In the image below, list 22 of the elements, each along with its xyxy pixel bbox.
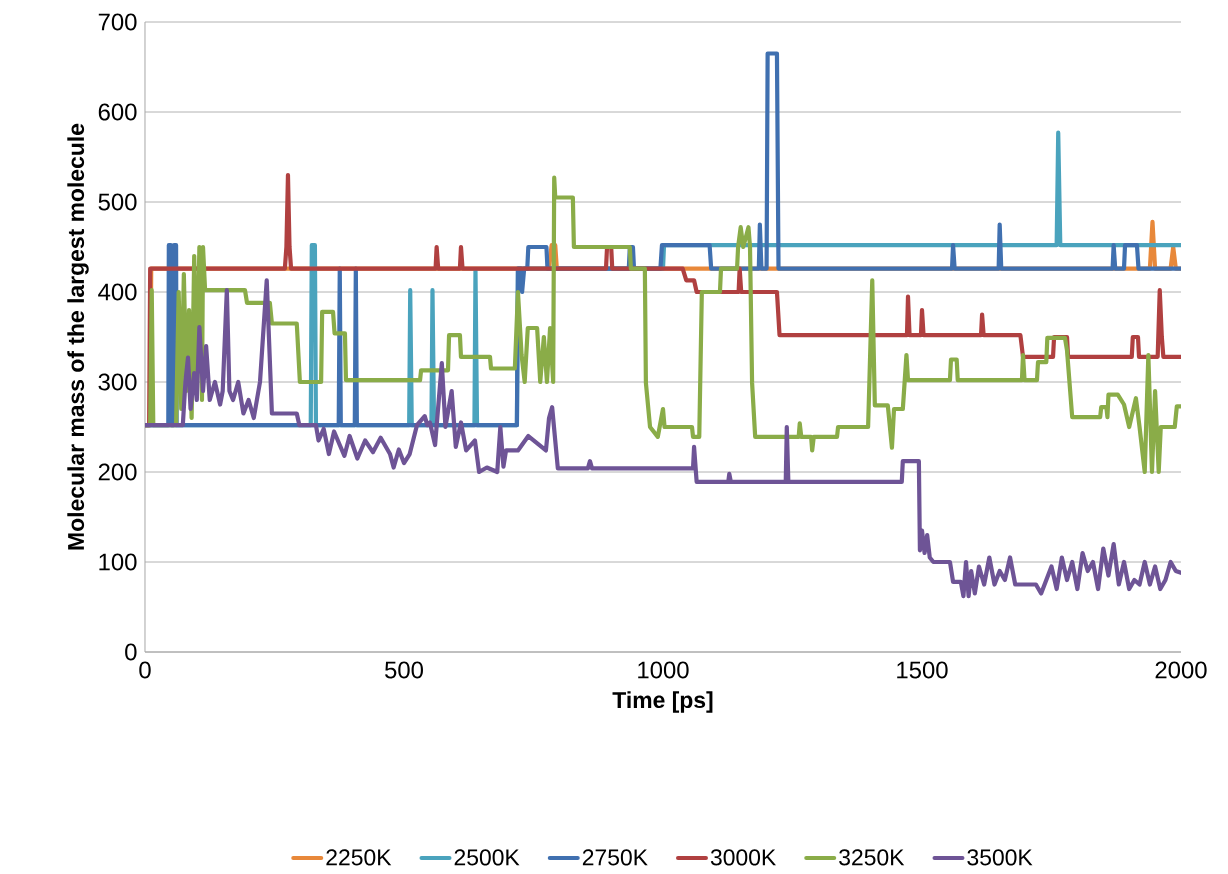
y-tick-label: 300	[98, 373, 137, 391]
line-series	[145, 175, 1181, 475]
x-axis-title: Time [ps]	[612, 691, 713, 713]
x-tick-label: 2000	[1155, 661, 1207, 679]
y-tick-label: 400	[98, 283, 137, 301]
y-tick-label: 700	[98, 13, 137, 31]
x-tick-label: 1500	[897, 661, 948, 679]
x-tick-label: 500	[385, 661, 423, 679]
y-tick-label: 500	[98, 193, 137, 211]
legend-label: 2500K	[454, 849, 520, 866]
x-tick-label: 1000	[638, 661, 689, 679]
y-tick-label: 0	[125, 643, 137, 661]
y-tick-label: 200	[98, 463, 137, 481]
x-tick-label: 0	[139, 661, 151, 679]
legend-label: 3250K	[839, 849, 905, 866]
legend-label: 2250K	[326, 849, 392, 866]
legend-label: 3000K	[710, 849, 776, 866]
y-axis-title: Molecular mass of the largest molecule	[67, 123, 89, 550]
y-tick-label: 100	[99, 553, 137, 571]
legend-label: 3500K	[967, 849, 1033, 866]
legend-label: 2750K	[582, 849, 648, 866]
y-tick-label: 600	[98, 103, 137, 121]
